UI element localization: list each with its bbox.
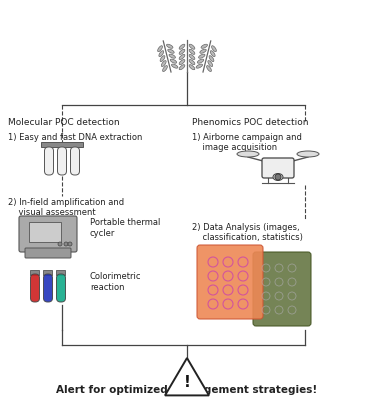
FancyBboxPatch shape [19, 216, 77, 252]
FancyBboxPatch shape [31, 274, 40, 302]
Text: 1) Airborne campaign and
    image acquisition: 1) Airborne campaign and image acquisiti… [192, 133, 302, 152]
Ellipse shape [158, 46, 162, 52]
Ellipse shape [179, 55, 185, 59]
Circle shape [58, 242, 62, 246]
FancyBboxPatch shape [197, 245, 263, 319]
Ellipse shape [199, 54, 205, 58]
FancyBboxPatch shape [253, 252, 311, 326]
Circle shape [68, 242, 72, 246]
Ellipse shape [161, 61, 166, 67]
FancyBboxPatch shape [29, 222, 61, 242]
Ellipse shape [189, 55, 195, 59]
Ellipse shape [189, 60, 195, 65]
Circle shape [275, 174, 281, 180]
FancyBboxPatch shape [262, 158, 294, 178]
Ellipse shape [237, 151, 259, 157]
Ellipse shape [212, 46, 216, 52]
FancyBboxPatch shape [43, 274, 52, 302]
Text: 2) Data Analysis (images,
    classification, statistics): 2) Data Analysis (images, classification… [192, 223, 303, 242]
Ellipse shape [273, 174, 283, 180]
Ellipse shape [189, 44, 195, 49]
Ellipse shape [208, 61, 213, 67]
Ellipse shape [200, 49, 206, 53]
Circle shape [64, 242, 68, 246]
Ellipse shape [179, 49, 185, 55]
Polygon shape [165, 358, 209, 395]
Ellipse shape [179, 60, 185, 65]
Ellipse shape [297, 151, 319, 157]
Text: 2) In-field amplification and
    visual assessment: 2) In-field amplification and visual ass… [8, 198, 124, 217]
Ellipse shape [196, 64, 203, 68]
Text: Alert for optimized management strategies!: Alert for optimized management strategie… [56, 385, 318, 395]
Text: Molecular POC detection: Molecular POC detection [8, 118, 120, 127]
Ellipse shape [163, 66, 168, 71]
Ellipse shape [210, 51, 215, 57]
FancyBboxPatch shape [25, 248, 71, 258]
Ellipse shape [159, 51, 164, 57]
Ellipse shape [197, 59, 204, 63]
Text: Colorimetric
reaction: Colorimetric reaction [90, 272, 141, 292]
Text: !: ! [184, 375, 190, 390]
Ellipse shape [189, 49, 195, 55]
FancyBboxPatch shape [31, 270, 40, 275]
Ellipse shape [179, 65, 185, 70]
Ellipse shape [206, 66, 211, 71]
FancyBboxPatch shape [41, 142, 83, 147]
Ellipse shape [189, 65, 195, 70]
Ellipse shape [171, 64, 178, 68]
Ellipse shape [168, 49, 174, 53]
FancyBboxPatch shape [58, 147, 67, 175]
Ellipse shape [170, 59, 177, 63]
FancyBboxPatch shape [45, 147, 53, 175]
FancyBboxPatch shape [56, 274, 65, 302]
Ellipse shape [209, 56, 214, 62]
Text: Phenomics POC detection: Phenomics POC detection [192, 118, 309, 127]
Ellipse shape [179, 44, 185, 49]
FancyBboxPatch shape [43, 270, 52, 275]
FancyBboxPatch shape [71, 147, 80, 175]
FancyBboxPatch shape [56, 270, 65, 275]
Ellipse shape [166, 44, 173, 48]
Ellipse shape [169, 54, 175, 58]
Text: Portable thermal
cycler: Portable thermal cycler [90, 218, 160, 238]
Text: 1) Easy and fast DNA extraction: 1) Easy and fast DNA extraction [8, 133, 142, 142]
Ellipse shape [201, 44, 208, 48]
Ellipse shape [160, 56, 165, 62]
